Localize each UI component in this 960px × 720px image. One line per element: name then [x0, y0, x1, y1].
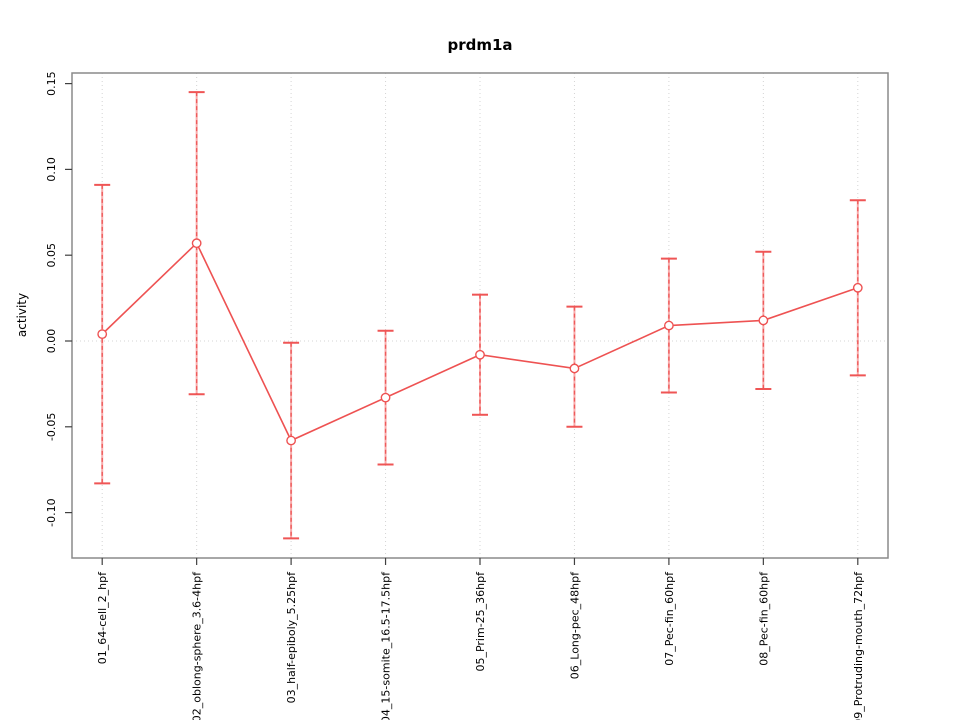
data-point: [380, 392, 391, 403]
data-point: [664, 320, 674, 331]
y-tick-label: 0.15: [45, 71, 58, 96]
data-point: [758, 315, 769, 326]
x-tick-label: 06_Long-pec_48hpf: [568, 571, 581, 679]
chart-title: prdm1a: [447, 36, 513, 54]
x-tick-label: 08_Pec-fin_60hpf: [757, 571, 770, 666]
y-tick-label: 0.10: [45, 157, 58, 182]
x-tick-label: 01_64-cell_2_hpf: [96, 571, 109, 664]
x-tick-label: 02_oblong-sphere_3.6-4hpf: [191, 571, 204, 720]
x-tick-label: 03_half-epiboly_5.25hpf: [285, 571, 298, 704]
x-tick-label: 07_Pec-fin_60hpf: [663, 571, 676, 666]
x-tick-label: 05_Prim-25_36hpf: [474, 571, 487, 672]
y-tick-label: 0.05: [45, 243, 58, 268]
x-tick-label: 09_Protruding-mouth_72hpf: [852, 571, 865, 720]
y-tick-label: -0.05: [45, 413, 58, 441]
data-point: [852, 282, 863, 293]
y-tick-label: -0.10: [45, 498, 58, 526]
data-point: [191, 238, 202, 249]
data-point: [97, 329, 108, 340]
data-point: [569, 363, 580, 374]
x-tick-label: 04_15-somite_16.5-17.5hpf: [380, 571, 393, 720]
data-point: [475, 349, 485, 360]
data-point: [286, 435, 296, 446]
y-tick-label: 0.00: [45, 329, 58, 354]
